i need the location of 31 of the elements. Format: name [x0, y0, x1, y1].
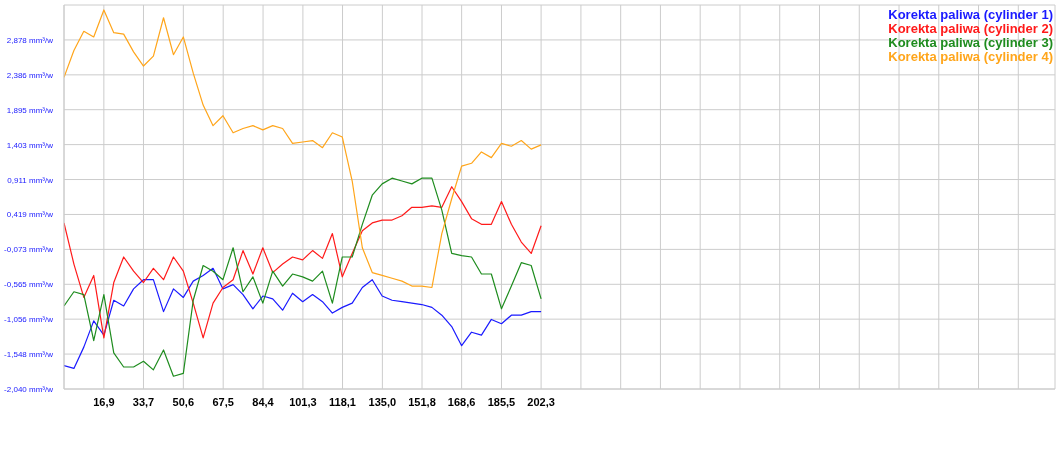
line-series — [64, 267, 542, 370]
x-tick-label: 33,7 — [132, 396, 155, 408]
y-tick-label: 2,878 mm³/w — [6, 35, 54, 45]
x-tick-label: 67,5 — [212, 396, 234, 408]
x-tick-label: 135,0 — [368, 396, 397, 408]
y-tick-label: 0,911 mm³/w — [7, 175, 54, 185]
text: Korekta paliwa (cylinder 3) — [888, 35, 1053, 50]
x-tick-label: 168,6 — [447, 396, 476, 408]
y-tick-label: 1,895 mm³/w — [6, 105, 54, 115]
x-tick-label: 118,1 — [329, 396, 356, 408]
x-tick-label: 101,3 — [289, 396, 317, 408]
y-tick-label: -0,565 mm³/w — [4, 280, 54, 290]
y-tick-label: 2,386 mm³/w — [6, 70, 54, 80]
y-tick-label: -0,073 mm³/w — [4, 245, 54, 255]
y-tick-label: 1,403 mm³/w — [6, 140, 54, 150]
line-series — [64, 177, 542, 377]
text: Korekta paliwa (cylinder 2) — [888, 21, 1053, 36]
x-tick-label: 84,4 — [252, 396, 275, 408]
x-tick-label: 202,3 — [527, 396, 555, 408]
x-tick-label: 151,8 — [408, 396, 436, 408]
x-tick-label: 185,5 — [487, 396, 516, 408]
x-tick-label: 16,9 — [93, 396, 115, 408]
line-series — [64, 186, 542, 339]
y-tick-label: -2,040 mm³/w — [4, 385, 54, 394]
text: Korekta paliwa (cylinder 4) — [888, 49, 1053, 64]
line-series — [64, 9, 542, 289]
y-tick-label: -1,548 mm³/w — [4, 350, 54, 360]
x-tick-label: 50,6 — [172, 396, 195, 408]
text: Korekta paliwa (cylinder 1) — [888, 7, 1053, 22]
y-tick-label: 0,419 mm³/w — [6, 210, 54, 220]
y-tick-label: -1,056 mm³/w — [4, 315, 54, 325]
